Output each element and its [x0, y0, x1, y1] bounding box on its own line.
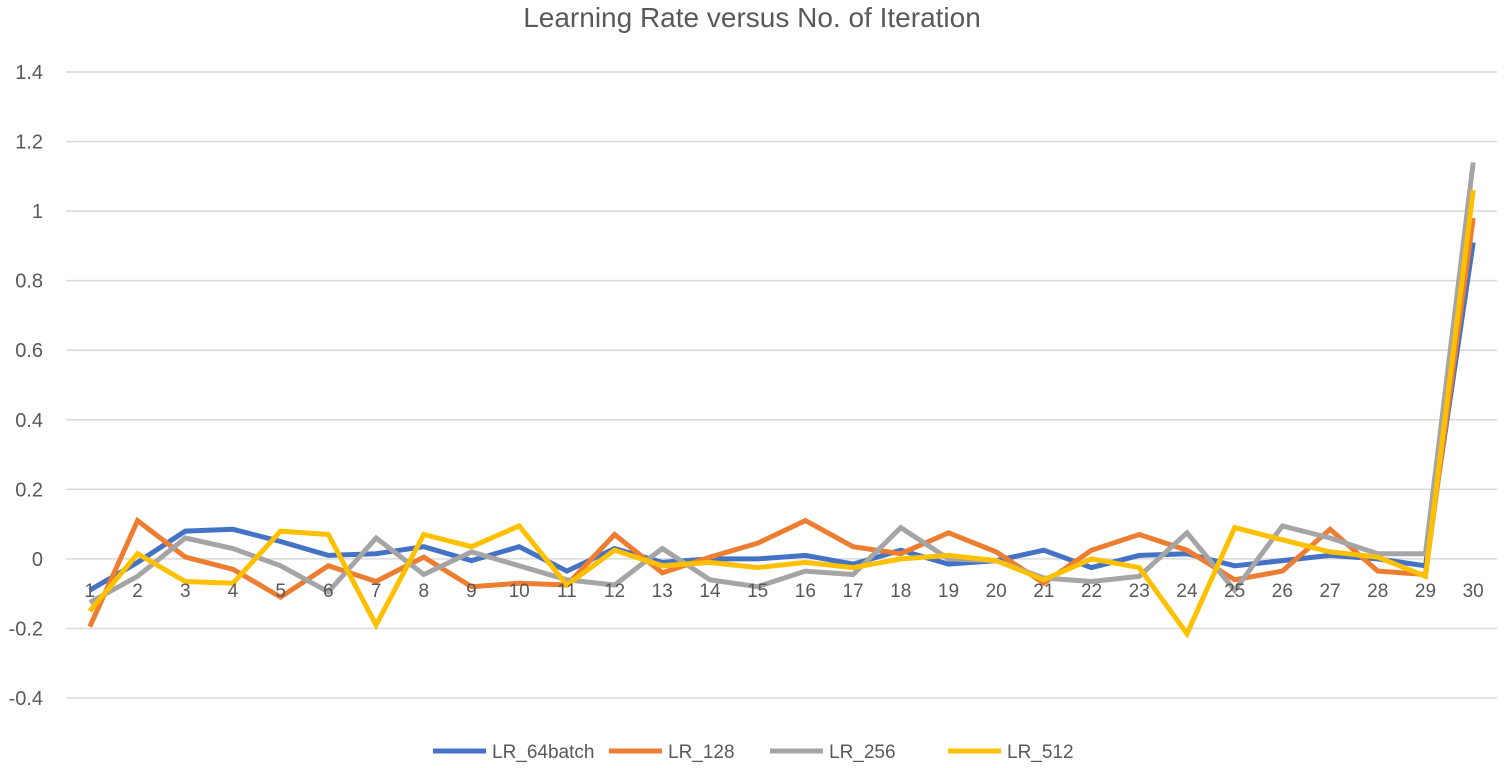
x-tick-label: 9 — [466, 581, 477, 602]
x-tick-label: 24 — [1176, 581, 1198, 602]
x-tick-label: 20 — [986, 581, 1007, 602]
legend-label: LR_64batch — [492, 742, 594, 763]
x-tick-label: 13 — [652, 581, 673, 602]
x-tick-label: 4 — [228, 581, 239, 602]
series-line-LR_64batch — [88, 242, 1476, 593]
x-tick-label: 28 — [1367, 581, 1388, 602]
x-axis-ticks: 1 2 3 4 5 6 7 8 9 10 11 12 13 14 15 16 17 18 19 20 21 22 23 24 2… — [85, 581, 1484, 602]
x-tick-label: 21 — [1033, 581, 1054, 602]
y-tick-label: 1.4 — [15, 62, 43, 84]
series-lines — [87, 162, 1476, 639]
x-tick-label: 3 — [180, 581, 191, 602]
x-tick-label: 7 — [371, 581, 382, 602]
y-tick-label: 0.4 — [15, 410, 43, 432]
y-tick-label: 0 — [32, 549, 43, 571]
y-tick-label: 0.8 — [15, 271, 43, 293]
legend: LR_64batch LR_128 LR_256 LR_512 — [433, 742, 1074, 763]
x-tick-label: 19 — [938, 581, 959, 602]
x-tick-label: 30 — [1463, 581, 1484, 602]
x-tick-label: 18 — [890, 581, 911, 602]
x-tick-label: 17 — [842, 581, 863, 602]
series-line-LR_512 — [87, 189, 1476, 639]
x-tick-label: 10 — [509, 581, 530, 602]
x-tick-label: 2 — [132, 581, 143, 602]
x-tick-label: 11 — [557, 581, 577, 602]
x-tick-label: 16 — [795, 581, 816, 602]
legend-label: LR_256 — [829, 742, 896, 763]
chart-title: Learning Rate versus No. of Iteration — [523, 2, 981, 33]
x-tick-label: 12 — [604, 581, 625, 602]
series-line-LR_256 — [88, 162, 1476, 605]
x-tick-label: 23 — [1129, 581, 1150, 602]
x-tick-label: 29 — [1415, 581, 1436, 602]
x-tick-label: 8 — [418, 581, 429, 602]
legend-label: LR_512 — [1007, 742, 1074, 763]
y-tick-label: 1.2 — [15, 132, 43, 154]
x-tick-label: 15 — [747, 581, 768, 602]
x-tick-label: 5 — [275, 581, 286, 602]
y-tick-label: -0.2 — [9, 618, 43, 640]
x-tick-label: 27 — [1319, 581, 1340, 602]
y-tick-label: 0.6 — [15, 340, 43, 362]
x-tick-label: 6 — [323, 581, 334, 602]
gridlines — [66, 71, 1497, 699]
y-tick-label: 0.2 — [15, 479, 43, 501]
y-tick-label: -0.4 — [9, 688, 43, 710]
y-axis-ticks: -0.4 -0.2 0 0.2 0.4 0.6 0.8 1 1.2 1.4 — [9, 62, 43, 710]
legend-label: LR_128 — [668, 742, 735, 763]
x-tick-label: 26 — [1272, 581, 1293, 602]
x-tick-label: 22 — [1081, 581, 1102, 602]
x-tick-label: 1 — [85, 581, 96, 602]
y-tick-label: 1 — [32, 201, 43, 223]
x-tick-label: 14 — [699, 581, 721, 602]
x-tick-label: 25 — [1224, 581, 1245, 602]
